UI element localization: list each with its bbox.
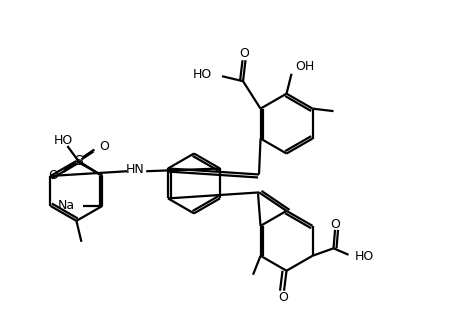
Text: O: O — [239, 47, 249, 60]
Text: HO: HO — [193, 68, 212, 81]
Text: HO: HO — [54, 133, 73, 146]
Text: O: O — [331, 218, 341, 231]
Text: O: O — [279, 291, 289, 304]
Text: O: O — [48, 169, 58, 182]
Text: HO: HO — [355, 250, 374, 263]
Text: HN: HN — [126, 163, 145, 176]
Text: O: O — [99, 140, 109, 152]
Text: S: S — [74, 154, 83, 168]
Text: OH: OH — [295, 60, 315, 73]
Text: Na: Na — [58, 199, 75, 213]
